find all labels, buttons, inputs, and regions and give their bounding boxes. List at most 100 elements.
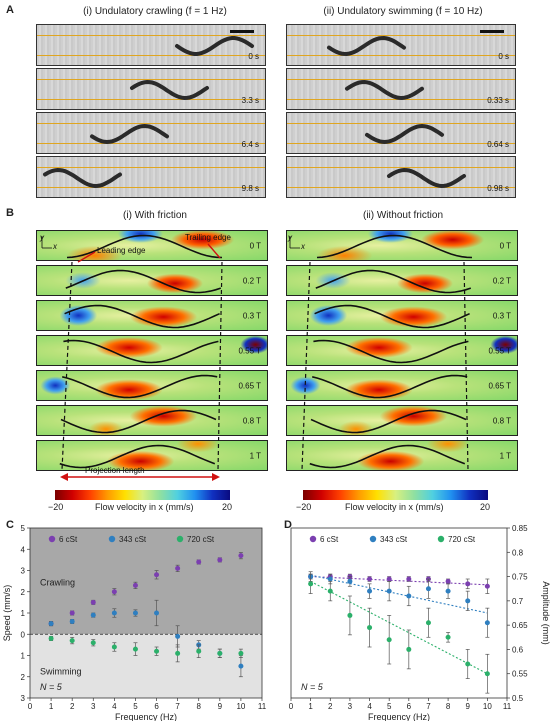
y-tick-label: 2 — [21, 588, 26, 597]
data-point — [347, 578, 353, 584]
video-frame: 3.3 s — [36, 68, 266, 110]
x-tick-label: 3 — [348, 702, 353, 711]
x-tick-label: 0 — [28, 702, 33, 711]
legend-label: 6 cSt — [59, 535, 78, 544]
data-point — [238, 553, 244, 559]
data-point — [484, 671, 490, 677]
data-point — [217, 650, 223, 656]
time-label: 6.4 s — [241, 140, 259, 149]
y-tick-label: 3 — [21, 694, 26, 703]
y-tick-label: 0.5 — [512, 694, 524, 703]
phase-label: 0 T — [249, 241, 261, 250]
flow-frame: 1 T — [36, 440, 268, 471]
x-tick-label: 4 — [112, 702, 117, 711]
legend-label: 343 cSt — [119, 535, 147, 544]
robot-body — [130, 79, 209, 101]
robot-body — [175, 36, 254, 56]
data-point — [425, 620, 431, 626]
flow-frame: 0.3 T — [36, 300, 268, 331]
y-tick-label: 0 — [21, 630, 26, 639]
scale-bar — [230, 30, 254, 33]
robot-body — [365, 123, 444, 145]
y-tick-label: 0.6 — [512, 645, 524, 654]
data-point — [327, 588, 333, 594]
data-point — [465, 598, 471, 604]
swimming-label: Swimming — [40, 667, 82, 677]
axis-y-label: y — [40, 233, 44, 242]
flow-frame: 0.65 T — [36, 370, 268, 401]
data-point — [445, 578, 451, 584]
body-outline — [64, 304, 220, 329]
plot-frame — [290, 527, 508, 699]
data-point — [327, 576, 333, 582]
x-tick-label: 2 — [70, 702, 75, 711]
legend-label: 720 cSt — [187, 535, 215, 544]
time-label: 0.98 s — [487, 184, 509, 193]
x-tick-label: 6 — [407, 702, 412, 711]
panel-d-label: D — [284, 519, 292, 531]
y-tick-label: 4 — [21, 545, 26, 554]
flow-frame: 0 T — [286, 230, 518, 261]
body-outline — [66, 234, 223, 259]
data-point — [69, 610, 75, 616]
n-label: N = 5 — [301, 682, 324, 692]
leading-edge-label: Leading edge — [97, 246, 146, 255]
panel-b-right-title: (ii) Without friction — [362, 210, 443, 221]
data-point — [175, 565, 181, 571]
video-frame: 0.64 s — [286, 112, 516, 154]
phase-label: 1 T — [249, 451, 261, 460]
y-axis-label: Speed (mm/s) — [2, 585, 12, 642]
video-frame: 0.33 s — [286, 68, 516, 110]
guide-line — [37, 187, 265, 188]
body-outline — [315, 269, 472, 294]
trend-line — [310, 576, 488, 586]
video-frame: 0.98 s — [286, 156, 516, 198]
flow-frame: 0.65 T — [286, 370, 518, 401]
legend-marker — [176, 535, 184, 543]
phase-label: 0.2 T — [492, 276, 511, 285]
time-label: 9.8 s — [241, 184, 259, 193]
body-outline — [63, 339, 219, 364]
data-point — [445, 588, 451, 594]
guide-line — [287, 167, 515, 168]
y-tick-label: 3 — [21, 567, 26, 576]
legend-label: 343 cSt — [380, 535, 408, 544]
scale-bar — [480, 30, 504, 33]
x-tick-label: 5 — [387, 702, 392, 711]
trailing-edge-dashed-line — [217, 261, 223, 471]
n-label: N = 5 — [40, 682, 63, 692]
x-tick-label: 10 — [483, 702, 492, 711]
robot-body — [387, 167, 466, 189]
panel-c-label: C — [6, 519, 14, 531]
guide-line — [37, 35, 265, 36]
flow-frame: 0 T — [36, 230, 268, 261]
data-point — [367, 588, 373, 594]
y-tick-label: 0.75 — [512, 573, 528, 582]
flow-frame: 0.8 T — [36, 405, 268, 436]
colorbar-right — [303, 490, 488, 500]
data-point — [386, 588, 392, 594]
data-point — [48, 621, 54, 627]
flow-frame: 0.8 T — [286, 405, 518, 436]
panel-a-right-title: (ii) Undulatory swimming (f = 10 Hz) — [323, 6, 483, 17]
guide-line — [37, 55, 265, 56]
x-axis-label: Frequency (Hz) — [115, 712, 177, 721]
x-tick-label: 5 — [133, 702, 138, 711]
swimming-region — [30, 634, 262, 698]
x-tick-label: 9 — [466, 702, 471, 711]
phase-label: 0 T — [499, 241, 511, 250]
data-point — [90, 599, 96, 605]
body-outline — [59, 444, 216, 469]
y-tick-label: 0.8 — [512, 548, 524, 557]
robot-body — [90, 123, 169, 145]
data-point — [111, 589, 117, 595]
y-tick-label: 2 — [21, 673, 26, 682]
leading-edge-arrow — [77, 251, 96, 263]
axis-x-label: x — [53, 242, 57, 251]
data-point — [48, 636, 54, 641]
x-tick-label: 8 — [197, 702, 202, 711]
x-tick-label: 10 — [236, 702, 245, 711]
y-tick-label: 0.7 — [512, 597, 524, 606]
x-tick-label: 0 — [289, 702, 294, 711]
video-frame: 0 s — [286, 24, 516, 66]
